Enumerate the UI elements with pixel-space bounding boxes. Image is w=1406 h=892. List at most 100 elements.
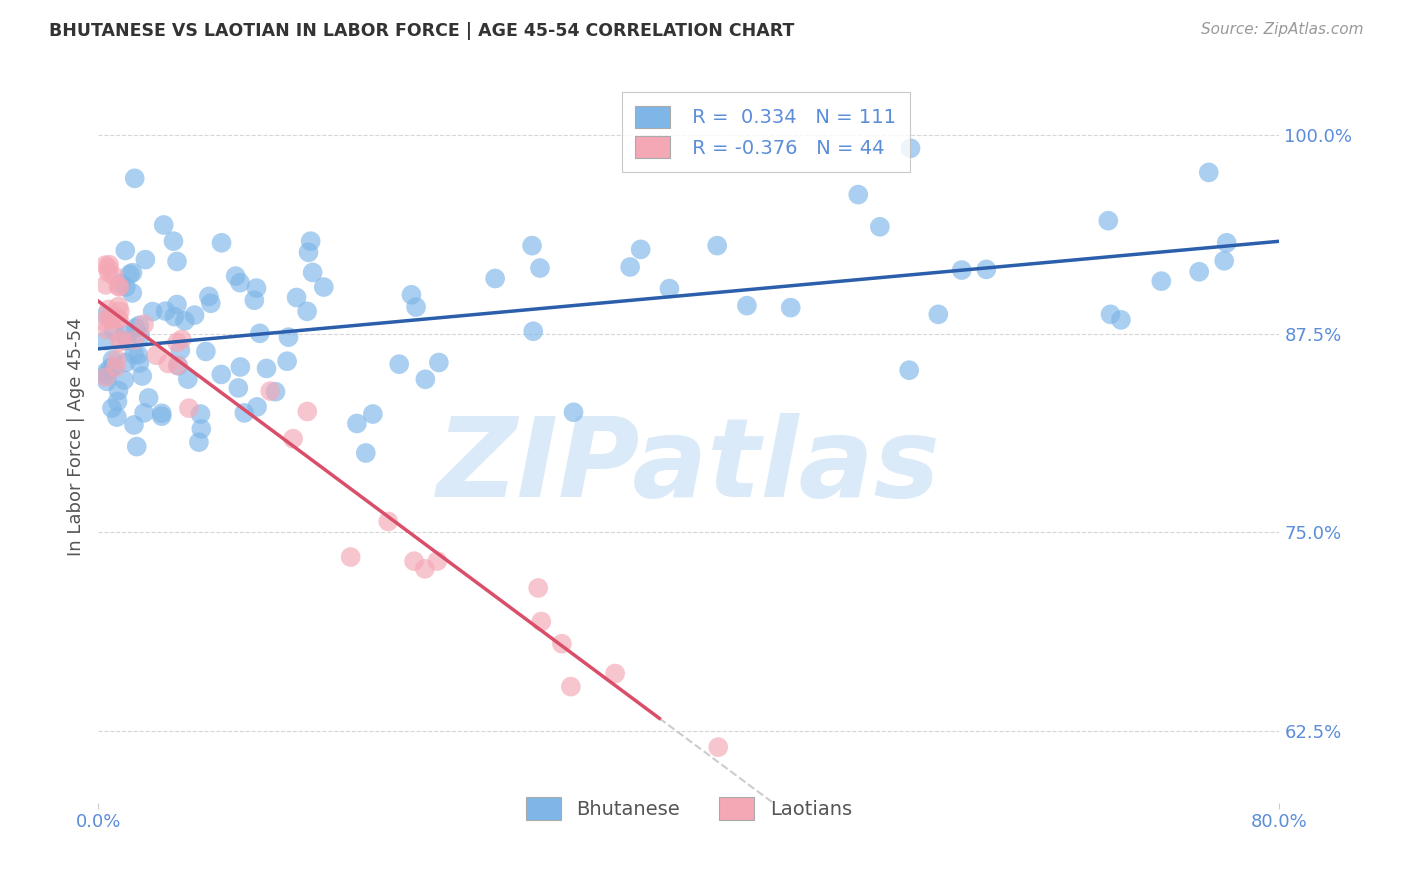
Point [166,254,188,268]
Point [405,300,427,314]
Point [1198,165,1220,179]
Point [112,373,135,387]
Point [127,348,149,362]
Point [114,355,136,369]
Point [346,417,368,431]
Point [114,244,136,258]
Point [115,280,138,294]
Point [152,218,174,232]
Point [94,258,117,272]
Point [112,328,135,343]
Point [107,384,129,398]
Point [277,330,299,344]
Point [138,391,160,405]
Point [142,304,165,318]
Point [115,334,138,348]
Point [301,265,323,279]
Point [560,680,582,694]
Point [94,365,117,379]
Point [97,302,120,317]
Text: Source: ZipAtlas.com: Source: ZipAtlas.com [1201,22,1364,37]
Point [198,289,221,303]
Point [124,333,146,347]
Point [134,252,156,267]
Point [246,400,269,414]
Point [107,394,129,409]
Point [121,266,143,280]
Y-axis label: In Labor Force | Age 45-54: In Labor Force | Age 45-54 [66,318,84,557]
Point [145,348,167,362]
Point [339,549,361,564]
Point [96,375,118,389]
Point [103,324,125,338]
Point [1150,274,1173,288]
Point [297,245,319,260]
Point [166,359,188,373]
Point [107,300,129,314]
Point [124,320,146,334]
Point [605,666,627,681]
Point [1109,313,1132,327]
Point [94,334,117,348]
Point [194,344,217,359]
Point [529,261,551,276]
Point [132,406,155,420]
Point [94,370,117,384]
Point [108,280,131,294]
Point [122,417,145,432]
Point [94,308,117,322]
Point [361,407,384,421]
Point [124,171,146,186]
Point [976,262,998,277]
Point [211,235,233,250]
Point [93,314,115,328]
Point [177,372,200,386]
Point [229,359,252,374]
Point [846,187,869,202]
Point [132,317,155,331]
Point [1215,235,1237,250]
Point [225,269,247,284]
Point [1213,253,1236,268]
Point [183,308,205,322]
Point [128,356,150,370]
Point [426,554,449,568]
Point [299,234,322,248]
Point [105,352,128,367]
Point [354,446,377,460]
Point [562,405,585,419]
Point [779,301,801,315]
Point [243,293,266,308]
Point [1099,307,1122,321]
Point [522,324,544,338]
Point [162,234,184,248]
Point [97,260,120,275]
Point [706,238,728,252]
Point [295,304,318,318]
Point [377,515,399,529]
Point [98,311,121,326]
Point [101,312,124,326]
Point [107,311,129,326]
Point [900,141,922,155]
Point [101,401,124,416]
Point [166,335,188,350]
Point [173,314,195,328]
Point [129,329,152,343]
Point [249,326,271,341]
Point [619,260,641,274]
Point [415,372,437,386]
Point [107,279,129,293]
Point [869,219,891,234]
Point [103,268,125,283]
Point [312,280,335,294]
Point [950,263,973,277]
Point [285,291,308,305]
Point [413,562,436,576]
Point [103,359,125,374]
Point [150,406,173,420]
Text: ZIPatlas: ZIPatlas [437,413,941,520]
Point [735,299,758,313]
Point [190,407,212,421]
Point [125,440,148,454]
